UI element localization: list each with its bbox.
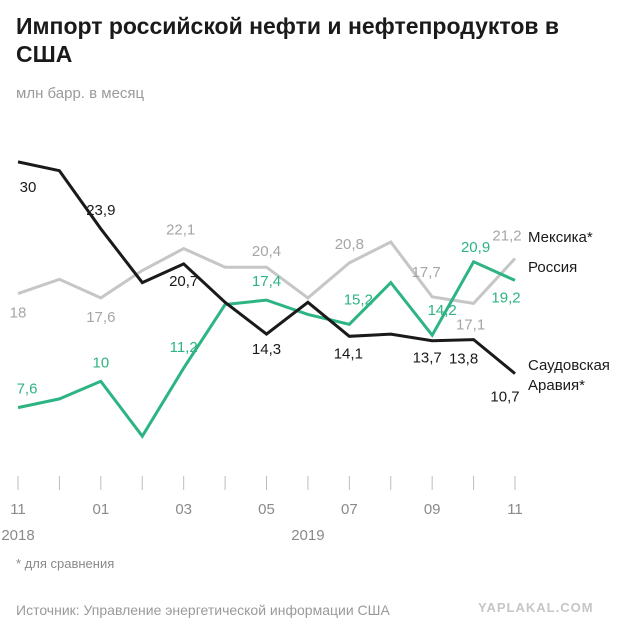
series-legend: Мексика* Россия Саудовская Аравия* bbox=[528, 229, 610, 394]
data-label-saudi: 13,8 bbox=[449, 351, 478, 368]
data-label-mexico: 17,6 bbox=[86, 309, 115, 326]
data-label-russia: 10 bbox=[92, 354, 109, 371]
x-tick-label: 11 bbox=[507, 501, 523, 518]
series-line-russia bbox=[17, 259, 516, 439]
chart-title: Импорт российской нефти и нефтепродуктов… bbox=[16, 13, 560, 67]
x-tick-label: 09 bbox=[424, 501, 441, 518]
series-line-mexico bbox=[17, 240, 517, 306]
x-tick-label: 07 bbox=[341, 501, 358, 518]
data-labels: 18 17,6 22,1 20,4 20,8 17,7 17,1 21,2 7,6 10 11,2 1… bbox=[10, 179, 522, 406]
data-label-saudi: 10,7 bbox=[490, 389, 519, 406]
data-label-mexico: 20,4 bbox=[252, 243, 281, 260]
legend-label-russia: Россия bbox=[528, 259, 577, 276]
data-label-mexico: 17,1 bbox=[456, 316, 485, 333]
x-tick-label: 11 bbox=[10, 501, 26, 518]
source-text: Источник: Управление энергетической инфо… bbox=[16, 602, 390, 618]
data-label-mexico: 18 bbox=[10, 305, 27, 322]
data-label-russia: 11,2 bbox=[170, 339, 198, 356]
data-label-mexico: 20,8 bbox=[335, 236, 364, 253]
series-line-saudi bbox=[17, 160, 516, 375]
watermark: YAPLAKAL.COM bbox=[478, 600, 594, 615]
chart-subtitle: млн барр. в месяц bbox=[16, 85, 145, 102]
data-label-saudi: 20,7 bbox=[169, 273, 198, 290]
footnote: * для сравнения bbox=[16, 556, 115, 571]
data-label-mexico: 17,7 bbox=[412, 264, 441, 281]
x-tick-label: 03 bbox=[175, 501, 192, 518]
data-label-saudi: 14,3 bbox=[252, 341, 281, 358]
data-label-russia: 17,4 bbox=[252, 273, 281, 290]
x-tick-label: 01 bbox=[92, 501, 109, 518]
data-label-saudi: 13,7 bbox=[413, 350, 442, 367]
year-label: 2019 bbox=[291, 527, 324, 544]
data-label-saudi: 23,9 bbox=[86, 202, 115, 219]
data-label-russia: 15,2 bbox=[344, 291, 373, 308]
data-label-russia: 19,2 bbox=[491, 289, 520, 306]
series-lines bbox=[17, 160, 517, 439]
data-label-mexico: 22,1 bbox=[166, 222, 195, 239]
data-label-mexico: 21,2 bbox=[492, 227, 521, 244]
year-label: 2018 bbox=[1, 527, 34, 544]
legend-label-saudi: Саудовская bbox=[528, 357, 610, 374]
data-label-saudi: 30 bbox=[20, 179, 37, 196]
legend-label-saudi: Аравия* bbox=[528, 377, 585, 394]
data-label-saudi: 14,1 bbox=[334, 345, 363, 362]
legend-label-mexico: Мексика* bbox=[528, 229, 593, 246]
x-axis: 11 01 03 05 07 09 11 2018 2019 bbox=[1, 476, 523, 544]
data-label-russia: 7,6 bbox=[17, 381, 38, 398]
data-label-russia: 20,9 bbox=[461, 239, 490, 256]
x-tick-label: 05 bbox=[258, 501, 275, 518]
data-label-russia: 14,2 bbox=[428, 302, 457, 319]
